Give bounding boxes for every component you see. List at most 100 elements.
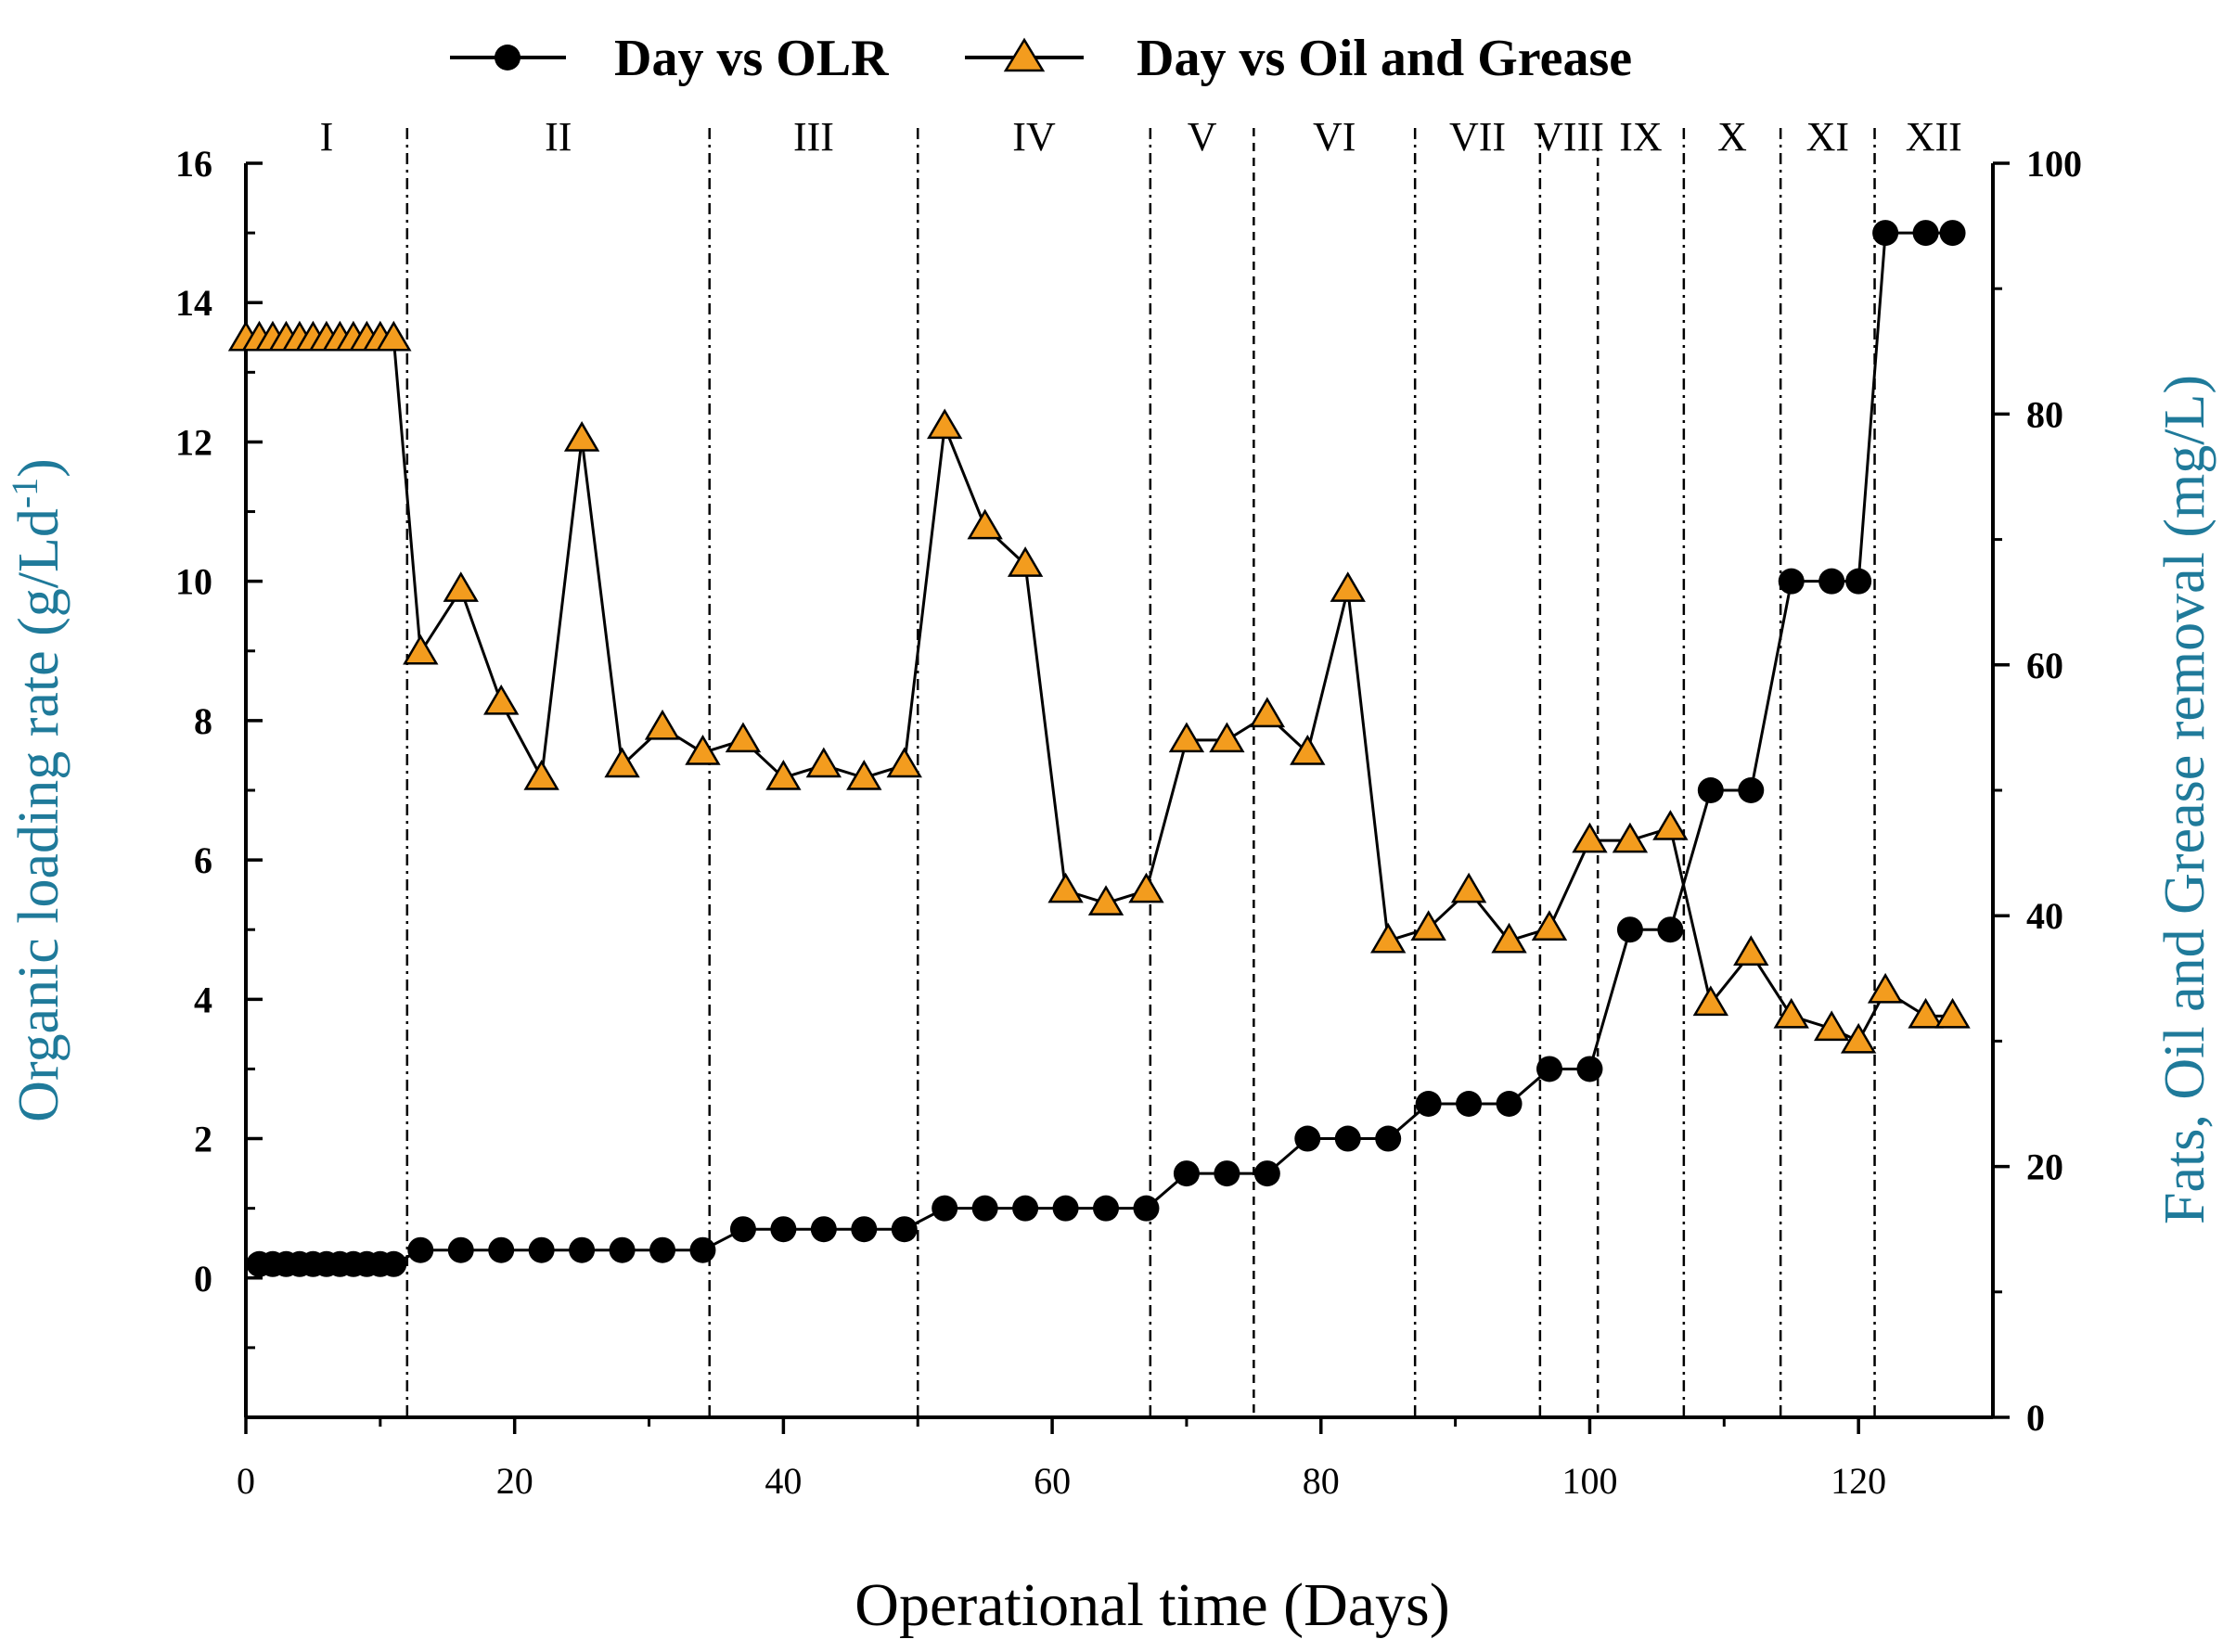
olr-point [447,1236,474,1263]
olr-point [1253,1160,1280,1187]
olr-point [1657,916,1684,943]
olr-point [1576,1056,1603,1082]
y-tick-label: 14 [175,282,212,324]
olr-point [1214,1160,1240,1187]
phase-label-xii: XII [1906,114,1962,160]
olr-point [1052,1195,1079,1222]
fog-point [1773,997,1809,1029]
y-tick-label: 10 [175,561,212,603]
x-tick-label: 80 [1303,1460,1340,1502]
y2-tick-label: 40 [2026,895,2063,937]
y2-tick-label: 60 [2026,645,2063,686]
olr-point [1818,568,1845,595]
fog-point [604,747,640,778]
fog-point [1128,872,1164,903]
fog-point [376,320,412,352]
fog-point [443,571,479,602]
phase-label-xi: XI [1806,114,1849,160]
olr-point [380,1250,407,1277]
olr-point [1616,916,1643,943]
y-tick-label: 4 [194,979,212,1020]
olr-point [1375,1125,1402,1152]
fog-point [725,722,762,753]
fog-point [886,747,922,778]
fog-point [1867,972,1904,1004]
x-tick-label: 40 [765,1460,802,1502]
fog-point [523,760,559,790]
olr-point [810,1216,837,1243]
olr-point [1912,220,1939,247]
fog-point [805,747,842,778]
fog-point [1410,910,1446,941]
olr-point [729,1216,756,1243]
legend-fog-label: Day vs Oil and Grease [1137,30,1632,87]
x-tick-label: 20 [496,1460,533,1502]
fog-point [1450,872,1487,903]
phase-labels: I II III IV V VI VII VIII IX X XI XII [320,114,1962,160]
y-tick-label: 2 [194,1119,212,1160]
axes: 0 2 4 6 8 10 12 14 16 0 20 40 60 80 100 0 20 40 60 80 100 120 [175,143,2082,1502]
series-day-vs-olr [246,220,1966,1277]
phase-label-vii: VII [1449,114,1506,160]
olr-point [488,1236,515,1263]
fog-point [644,709,681,740]
fog-point [1209,722,1245,753]
olr-point [1845,568,1872,595]
olr-point [1012,1195,1039,1222]
x-tick-label: 120 [1831,1460,1886,1502]
fog-point [563,420,600,452]
olr-point [971,1195,998,1222]
olr-point [1294,1125,1321,1152]
legend-fog-marker [1003,37,1046,72]
y-tick-label: 16 [175,143,212,185]
series-day-vs-oil-and-grease [227,320,1971,1054]
phase-label-iv: IV [1012,114,1056,160]
y2-tick-label: 20 [2026,1146,2063,1188]
olr-point [851,1216,878,1243]
olr-point [1536,1056,1563,1082]
olr-series-line [259,231,1953,1266]
fog-point [1908,997,1944,1029]
olr-point [770,1216,797,1243]
phase-label-vi: VI [1313,114,1356,160]
y2-tick-label: 0 [2026,1397,2045,1439]
olr-point [932,1195,958,1222]
x-axis-title: Operational time (Days) [855,1571,1449,1639]
olr-point [1456,1091,1483,1117]
phase-label-x: X [1717,114,1747,160]
x-tick-label: 60 [1034,1460,1071,1502]
fog-point [685,734,721,765]
fog-point [1168,722,1205,753]
olr-point [1173,1160,1200,1187]
fog-point [927,408,963,440]
olr-point [1133,1195,1160,1222]
y-tick-label: 8 [194,700,212,742]
phase-label-i: I [320,114,334,160]
fog-point [1692,985,1729,1017]
legend: Day vs OLR Day vs Oil and Grease [450,30,1632,87]
y-tick-label: 0 [194,1258,212,1300]
x-tick-label: 0 [237,1460,255,1502]
fog-point [1572,822,1608,853]
phase-label-ix: IX [1619,114,1662,160]
fog-point [1330,571,1366,602]
phase-label-iii: III [793,114,834,160]
fog-point [765,760,802,790]
phase-label-v: V [1188,114,1217,160]
olr-point [407,1236,434,1263]
axis-titles: Operational time (Days) Organic loading … [4,375,2217,1639]
y2-tick-label: 80 [2026,393,2063,435]
fog-point [1652,810,1689,840]
fog-point [1491,922,1527,954]
olr-point [609,1236,636,1263]
fog-point [1007,546,1044,577]
phase-label-viii: VIII [1534,114,1604,160]
fog-point [1814,1010,1850,1042]
legend-olr-marker [495,45,520,70]
olr-point [1093,1195,1120,1222]
legend-olr-label: Day vs OLR [614,30,889,87]
olr-point [1496,1091,1523,1117]
olr-point [649,1236,676,1263]
y2-axis-title: Fats, Oil and Grease removal (mg/L) [2153,375,2217,1224]
